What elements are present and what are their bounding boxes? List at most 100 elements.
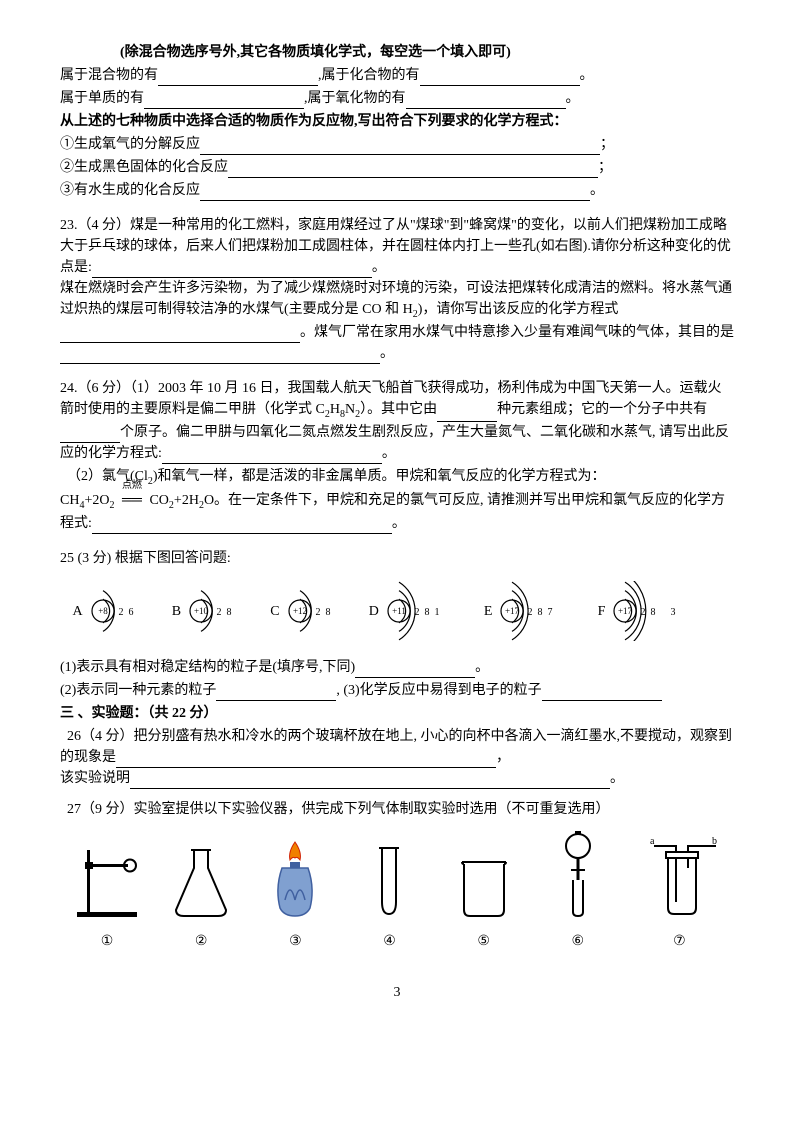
equipment-row: ① ② ③ ④ ⑤ [60,830,734,952]
text: 。 [392,516,406,531]
atom-F: F +17 28 3 [598,581,722,641]
text: CO [149,493,168,508]
section3-title: 三 、实验题：（共 22 分） [60,703,734,724]
svg-text:+12: +12 [293,606,307,616]
svg-text:2: 2 [118,607,123,618]
equip-7: a b ⑦ [632,830,727,952]
atom-label: A [73,601,83,622]
blank [60,426,120,443]
text: 。 [610,771,624,786]
atom-D: D +11 281 [369,581,479,641]
svg-text:+17: +17 [618,606,633,616]
text: (1)表示具有相对稳定结构的粒子是(填序号,下同) [60,660,355,675]
equip-2: ② [161,840,241,952]
text: 属于混合物的有 [60,68,158,83]
q22-line1: 属于混合物的有 ,属于化合物的有 。 [60,65,734,86]
text: 种元素组成；它的一个分子中共有 [497,402,707,417]
equip-1: ① [67,840,147,952]
svg-text:2: 2 [528,607,533,618]
blank [92,517,392,534]
blank [355,661,475,678]
atom-C: C +12 28 [270,581,363,641]
q26: 26（4 分）把分别盛有热水和冷水的两个玻璃杯放在地上, 小心的向杯中各滴入一滴… [60,726,734,789]
atom-label: F [598,601,606,622]
equip-label: ① [67,931,147,952]
text: 。 [475,660,489,675]
svg-text:7: 7 [548,607,553,618]
text: ； [598,160,612,175]
blank [60,326,300,343]
q22-item2: ②生成黑色固体的化合反应 ； [60,157,734,178]
sub: 2 [109,500,114,511]
text: ）。其中它由 [360,402,437,417]
svg-text:8: 8 [538,607,543,618]
iron-stand-icon [67,840,147,920]
flask-icon [166,840,236,920]
burner-icon [260,840,330,920]
svg-text:+8: +8 [98,606,108,616]
atom-label: B [172,601,181,622]
reaction-arrow: 点燃 ══ [118,490,146,511]
svg-text:+10: +10 [194,606,209,616]
blank [130,772,610,789]
atom-label: C [270,601,279,622]
atom-label: D [369,601,379,622]
blank [216,684,336,701]
text: ， [496,750,510,765]
svg-text:2: 2 [217,607,222,618]
text: ①生成氧气的分解反应 [60,137,200,152]
text: +2O [84,493,109,508]
equip-6: ⑥ [538,830,618,952]
svg-text:8: 8 [424,607,429,618]
equip-label: ⑤ [444,931,524,952]
svg-text:2: 2 [641,607,646,618]
q24-p2: （2）氯气(Cl2)和氧气一样，都是活泼的非金属单质。甲烷和氧气反应的化学方程式… [60,466,734,489]
arrow: ══ [122,493,142,508]
text: 属于单质的有 [60,91,144,106]
atom-E: E +17 287 [484,581,593,641]
text: 。 [580,68,594,83]
svg-text:8: 8 [227,607,232,618]
page-number: 3 [60,982,734,1003]
text: 。 [382,446,396,461]
text: ,属于化合物的有 [318,68,420,83]
svg-text:3: 3 [671,607,676,618]
equip-4: ④ [349,840,429,952]
svg-text:1: 1 [434,607,439,618]
equip-label: ⑥ [538,931,618,952]
text: +2H [174,493,199,508]
svg-text:6: 6 [128,607,133,618]
text: 。 [380,346,394,361]
svg-text:+11: +11 [392,606,406,616]
blank [228,161,598,178]
equip-label: ④ [349,931,429,952]
svg-text:+17: +17 [505,606,520,616]
text: N [345,402,355,417]
test-tube-icon [369,840,409,920]
text: ,属于氧化物的有 [304,91,406,106]
gas-bottle-icon: a b [632,830,727,920]
equip-3: ③ [255,840,335,952]
text: )，请你写出该反应的化学方程式 [418,302,619,317]
funnel-icon [553,830,603,920]
blank [420,69,580,86]
q23-body: 23.（4 分）煤是一种常用的化工燃料，家庭用煤经过了从"煤球"到"蜂窝煤"的变… [60,215,734,364]
q22-item3: ③有水生成的化合反应。 [60,180,734,201]
text: (2)表示同一种元素的粒子 [60,683,216,698]
beaker-icon [454,840,514,920]
blank [162,447,382,464]
text: ②生成黑色固体的化合反应 [60,160,228,175]
atom-A: A +8 26 [73,581,167,641]
q22-line2: 属于单质的有,属于氧化物的有。 [60,88,734,109]
text: )和氧气一样，都是活泼的非金属单质。甲烷和氧气反应的化学方程式为： [153,469,606,484]
blank [60,347,380,364]
blank [92,261,372,278]
svg-text:8: 8 [651,607,656,618]
text: 该实验说明 [60,771,130,786]
text: 。 [590,183,604,198]
blank [437,405,497,422]
text: H [330,402,340,417]
blank [144,92,304,109]
blank [542,684,662,701]
eq-lhs: CH [60,493,79,508]
